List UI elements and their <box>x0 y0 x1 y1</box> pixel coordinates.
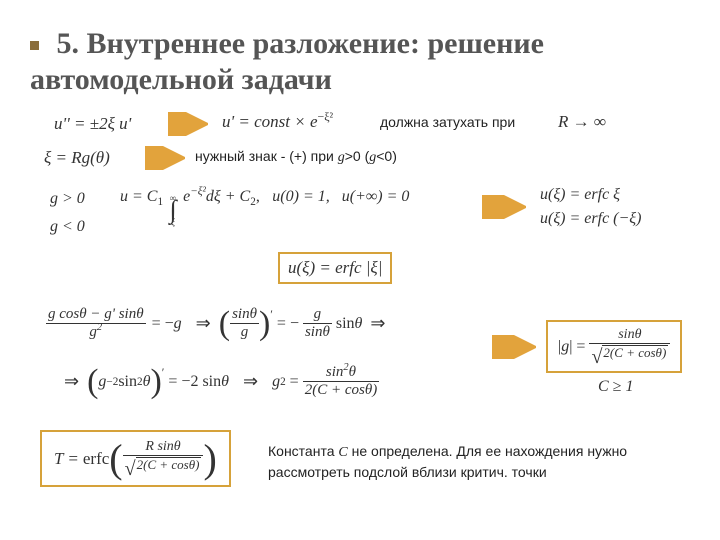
boxed-g-abs: |g| = sinθ √ 2(C + cosθ) <box>546 320 682 373</box>
eq-first-deriv: u' = const × e−ξ² <box>222 112 333 131</box>
arrow-right-icon <box>492 335 536 359</box>
cond-C: C ≥ 1 <box>598 378 633 396</box>
sol-erfc-neg: u(ξ) = erfc (−ξ) <box>540 210 641 228</box>
eq-xi: ξ = Rg(θ) <box>44 148 110 168</box>
deriv-row-2: ⇒ ( g−2 sin2θ )′ = −2 sinθ ⇒ g2 = sin2θ … <box>56 365 379 398</box>
text-constant-note: Константа C не определена. Для ее нахожд… <box>268 442 688 482</box>
eq-integral: u = C1 ∞ ∫ ξ e−ξ²dξ + C2, u(0) = 1, u(+∞… <box>120 188 409 226</box>
sol-erfc-pos: u(ξ) = erfc ξ <box>540 186 641 204</box>
arrow-right-icon <box>168 112 208 136</box>
deriv-row-1: g cosθ − g' sinθ g2 = −g ⇒ ( sinθ g )′ =… <box>46 305 393 340</box>
eq-second-deriv: u'' = ±2ξ u' <box>54 114 131 133</box>
title-text: 5. Внутреннее разложение: решение автомо… <box>30 27 544 96</box>
text-sign: нужный знак - (+) при g>0 (g<0) <box>195 148 397 166</box>
boxed-T: T = erfc ( R sinθ √ 2(C + cosθ) ) <box>40 430 231 487</box>
slide-title: 5. Внутреннее разложение: решение автомо… <box>30 26 690 98</box>
text-decay: должна затухать при <box>380 114 515 130</box>
arrow-right-icon <box>145 146 185 170</box>
boxed-solution-u: u(ξ) = erfc |ξ| <box>278 252 392 284</box>
title-bullet-icon <box>30 41 39 50</box>
cond-g-pos: g > 0 <box>50 190 85 208</box>
arrow-right-icon <box>482 195 526 219</box>
eq-R-inf: R → ∞ <box>558 112 606 132</box>
cond-g-neg: g < 0 <box>50 218 85 236</box>
